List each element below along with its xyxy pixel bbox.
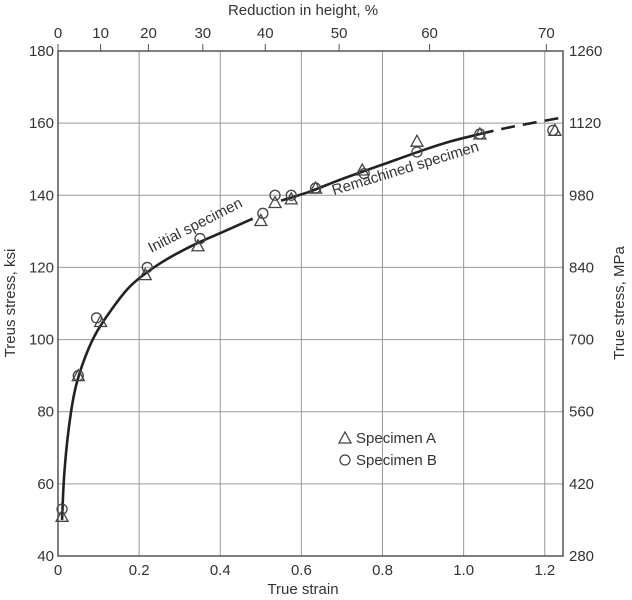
x-axis-label: True strain [267, 581, 338, 598]
legend-entry-specimen-a: Specimen A [337, 430, 436, 447]
top-tick-label: 10 [92, 25, 109, 42]
tick-labels: 0 0.2 0.4 0.6 0.8 1.0 1.2406080100120140160180… [29, 25, 602, 579]
x-tick-label: 0.2 [129, 562, 150, 579]
x-tick-label: 1.0 [453, 562, 474, 579]
legend: Specimen A Specimen B [337, 430, 437, 469]
axis-ticks [57, 44, 547, 51]
y-right-tick-label: 280 [569, 548, 594, 565]
top-tick-label: 0 [54, 25, 62, 42]
x-tick-label: 0 [54, 562, 62, 579]
x-tick-label: 0.8 [372, 562, 393, 579]
top-tick-label: 50 [331, 25, 348, 42]
y-tick-label: 160 [29, 115, 54, 132]
triangle-marker-icon [409, 133, 425, 147]
top-axis-label: Reduction in height, % [228, 2, 378, 19]
curve-extrapolation [479, 116, 562, 136]
fit-curves [60, 116, 562, 520]
circle-marker-icon [411, 146, 423, 158]
circle-marker-icon [547, 124, 559, 137]
y-tick-label: 80 [37, 404, 54, 421]
y-right-tick-label: 560 [569, 404, 594, 421]
circle-marker-icon [309, 182, 322, 194]
right-axis-label: True stress, MPa [611, 246, 628, 360]
circle-marker-icon [56, 503, 68, 515]
triangle-marker-icon [190, 238, 206, 252]
circle-marker-icon [194, 232, 206, 245]
y-tick-label: 180 [29, 43, 54, 60]
y-tick-label: 40 [37, 548, 54, 565]
y-right-tick-label: 980 [569, 187, 594, 204]
x-tick-label: 0.4 [210, 562, 231, 579]
circle-marker-icon [257, 207, 269, 219]
triangle-marker-icon [54, 508, 70, 522]
y-right-tick-label: 1120 [569, 115, 601, 132]
legend-label-specimen-a: Specimen A [356, 430, 436, 447]
top-tick-label: 40 [257, 25, 274, 42]
circle-marker-icon [358, 167, 370, 180]
triangle-marker-icon [284, 191, 299, 205]
curve-initial-specimen [60, 217, 254, 520]
y-right-tick-label: 840 [569, 259, 594, 276]
triangle-marker-icon [337, 430, 353, 444]
x-tick-label: 0.6 [291, 562, 312, 579]
circle-marker-icon [285, 189, 297, 201]
y-tick-label: 100 [29, 332, 54, 349]
triangle-marker-icon [93, 314, 108, 328]
triangle-marker-icon [355, 162, 370, 176]
circle-marker-icon [339, 454, 351, 466]
circle-marker-icon [72, 369, 84, 382]
legend-label-specimen-b: Specimen B [356, 452, 437, 469]
x-tick-label: 1.2 [534, 562, 555, 579]
plot-frame [57, 50, 564, 557]
y-tick-label: 140 [29, 187, 54, 204]
y-tick-label: 120 [29, 259, 54, 276]
curve-remachined-specimen [280, 132, 481, 202]
triangle-marker-icon [267, 195, 283, 209]
annotation-remachined-specimen: Remachined specimen [330, 138, 481, 199]
circle-marker-icon [90, 312, 103, 324]
y-right-tick-label: 1260 [569, 43, 602, 60]
top-tick-label: 20 [140, 25, 157, 42]
top-tick-label: 70 [538, 25, 555, 42]
y-right-tick-label: 700 [569, 332, 594, 349]
annotation-initial-specimen: Initial specimen [145, 194, 245, 256]
data-markers [54, 122, 562, 522]
grid-lines [58, 51, 563, 556]
top-tick-label: 60 [421, 25, 438, 42]
y-axis-label: Treus stress, ksi [2, 249, 19, 358]
legend-entry-specimen-b: Specimen B [339, 452, 437, 469]
circle-marker-icon [269, 189, 281, 201]
y-right-tick-label: 420 [569, 476, 594, 493]
top-tick-label: 30 [194, 25, 211, 42]
circle-marker-icon [474, 128, 486, 140]
y-tick-label: 60 [37, 476, 54, 493]
triangle-marker-icon [253, 213, 268, 227]
triangle-marker-icon [138, 267, 153, 281]
circle-marker-icon [141, 261, 153, 274]
